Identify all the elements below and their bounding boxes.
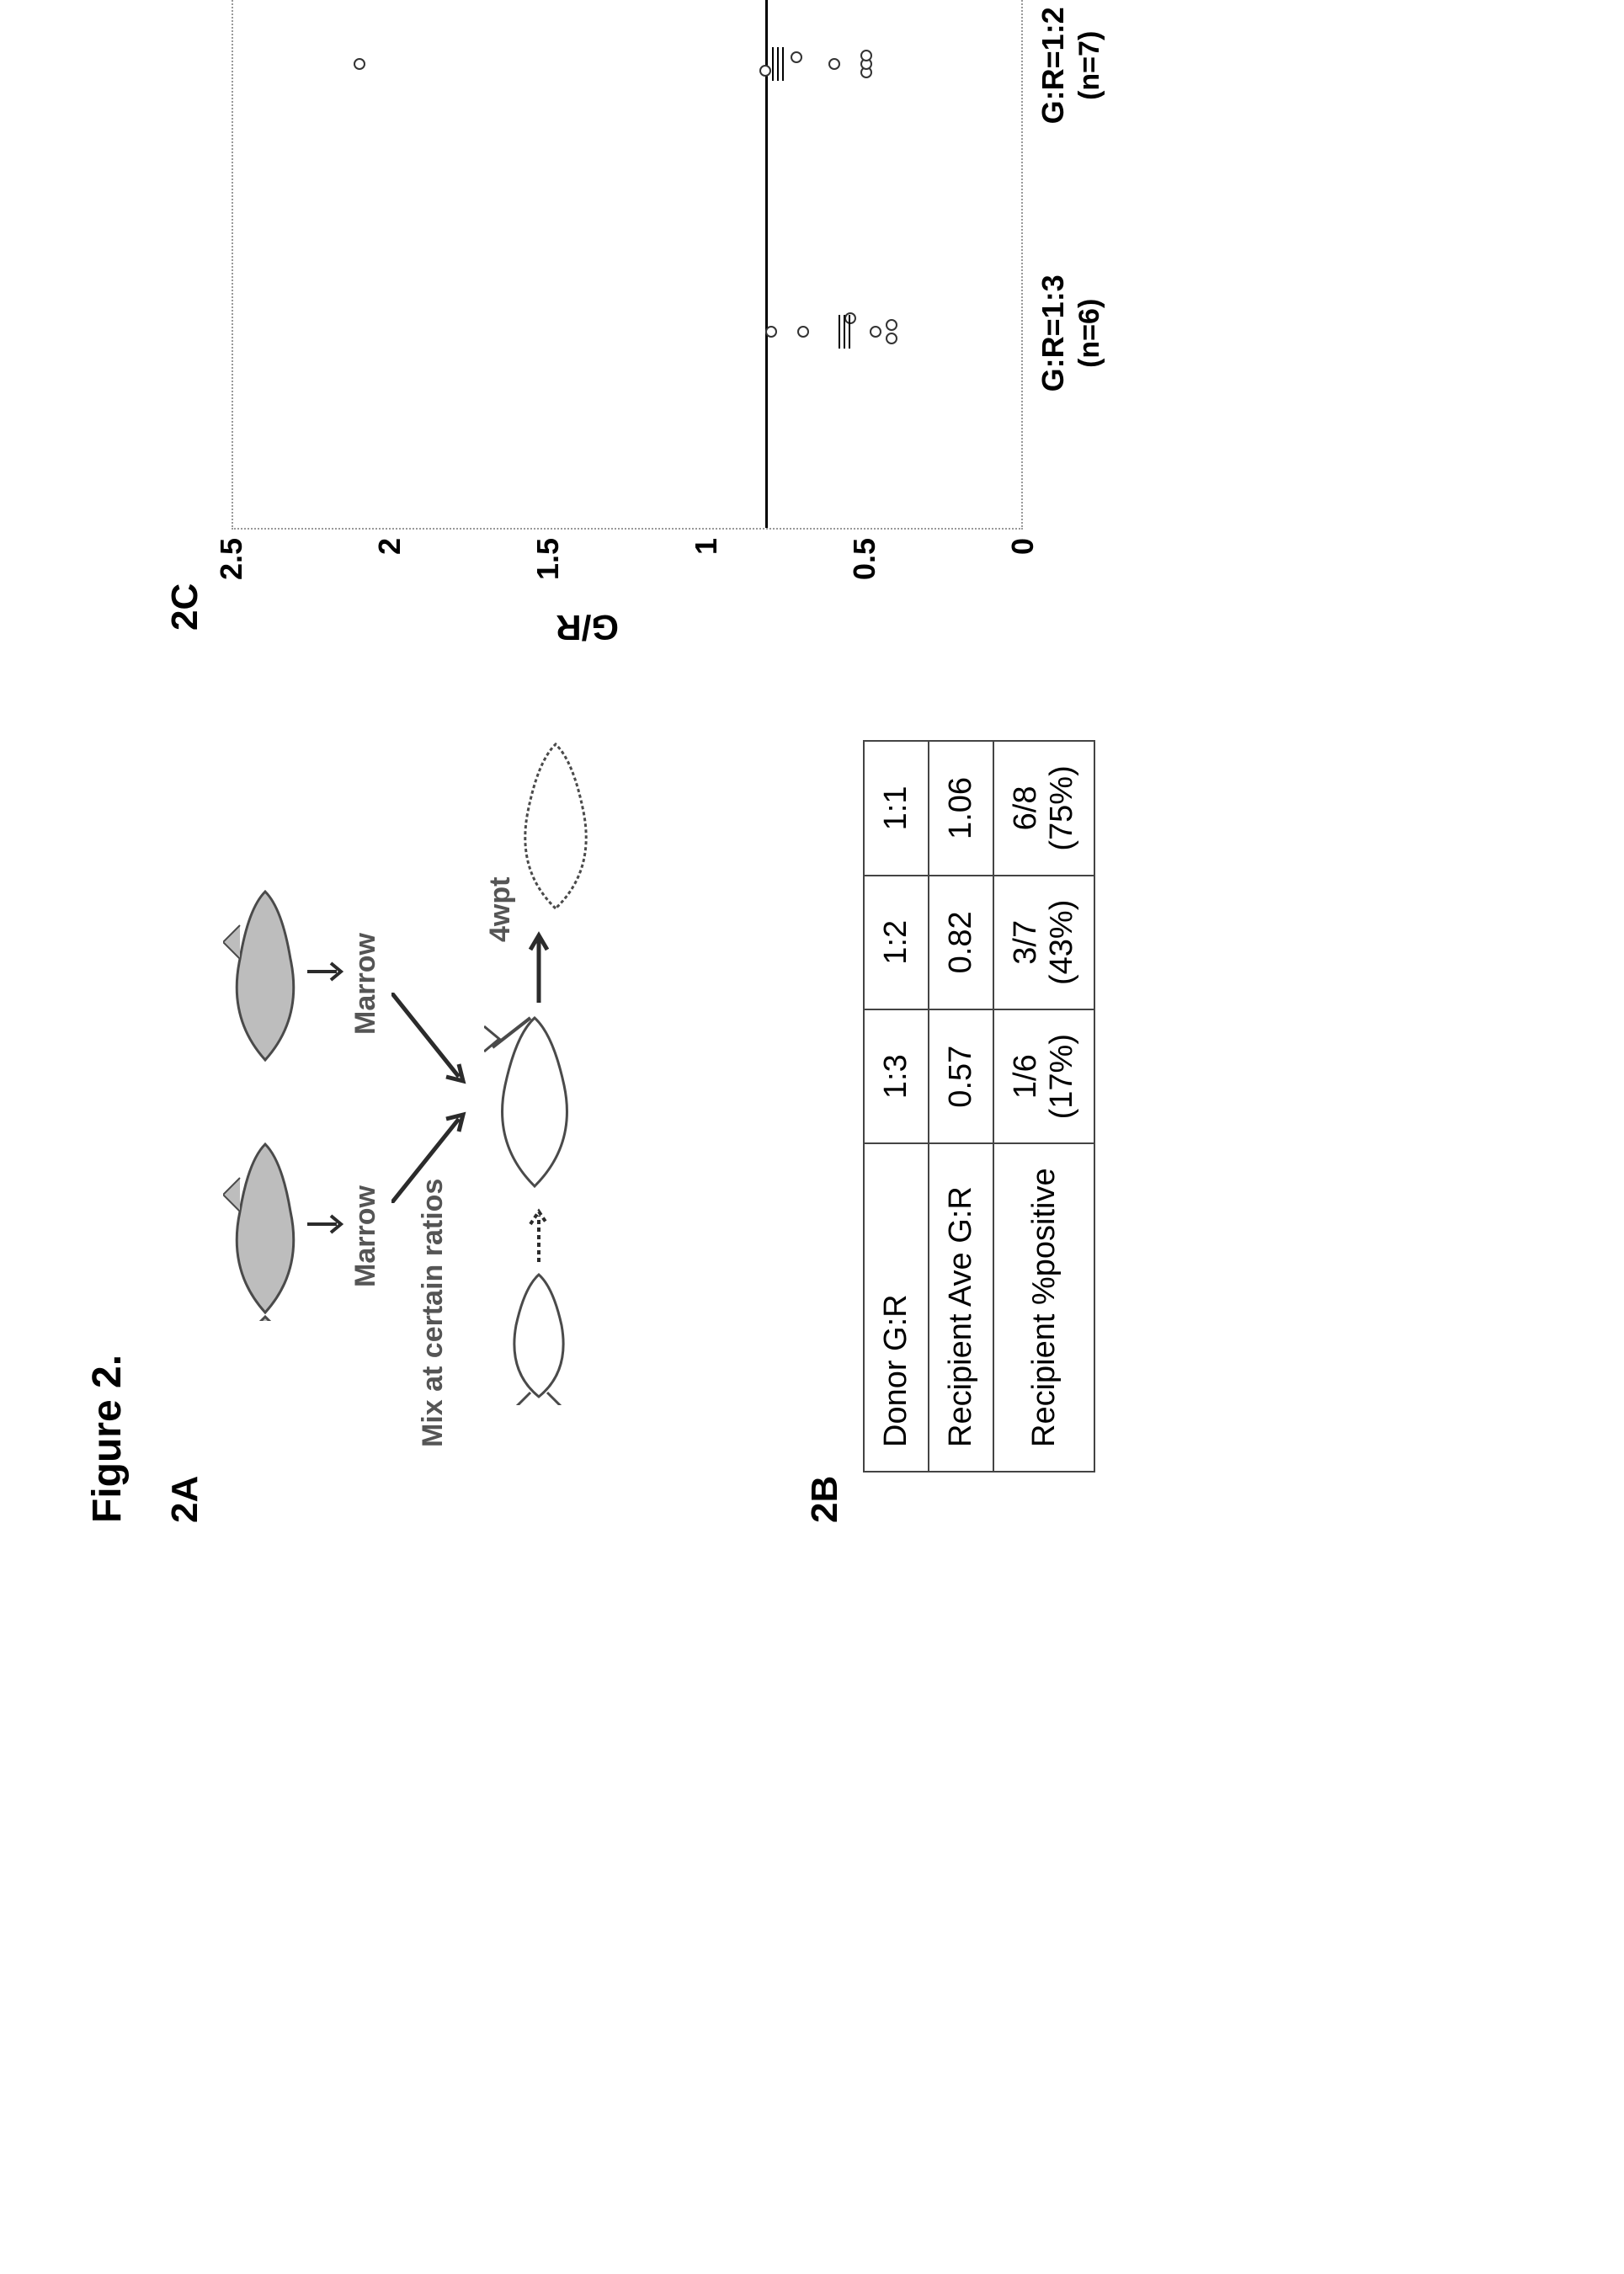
data-point <box>765 326 777 338</box>
y-tick-label: 1 <box>689 538 724 580</box>
arrow-icon <box>391 993 480 1094</box>
fish-icon <box>223 883 307 1068</box>
data-point <box>797 326 809 338</box>
y-tick-label: 0.5 <box>847 538 882 580</box>
data-point <box>844 312 856 324</box>
row-header: Donor G:R <box>864 1143 929 1472</box>
plot-area <box>232 0 1023 530</box>
fish-icon <box>501 1270 577 1405</box>
panel-2a-label: 2A <box>164 681 206 1523</box>
threshold-line <box>765 0 768 528</box>
data-point <box>886 333 897 344</box>
y-tick-label: 0 <box>1005 538 1041 580</box>
data-point <box>886 319 897 331</box>
row-header: Recipient %positive <box>993 1143 1094 1472</box>
marrow-label: Marrow <box>349 933 382 1035</box>
y-tick-label: 2 <box>372 538 407 580</box>
arrow-icon <box>526 1203 556 1262</box>
marrow-label: Marrow <box>349 1185 382 1287</box>
table-cell: 6/8 (75%) <box>993 741 1094 875</box>
row-header: Recipient Ave G:R <box>929 1143 993 1472</box>
data-point <box>354 58 365 70</box>
fish-icon <box>223 1136 307 1321</box>
arrow-icon <box>307 959 354 984</box>
panel-2c-label: 2C <box>164 0 206 631</box>
chart-2c: G/R Positive 00.511.522.5G:R=1:3(n=6)G:R… <box>223 0 1149 631</box>
data-point <box>828 58 840 70</box>
table-cell: 1:2 <box>864 876 929 1009</box>
table-row: Recipient %positive 1/6 (17%) 3/7 (43%) … <box>993 741 1094 1472</box>
y-axis-label: G/R <box>556 607 619 647</box>
mix-label: Mix at certain ratios <box>417 1179 450 1447</box>
x-category-label: G:R=1:3(n=6) <box>1036 224 1106 443</box>
table-cell: 0.57 <box>929 1009 993 1143</box>
fish-icon <box>509 740 602 917</box>
data-point <box>791 51 802 63</box>
figure-title: Figure 2. <box>84 0 130 1523</box>
table-cell: 1.06 <box>929 741 993 875</box>
table-2b: Donor G:R 1:3 1:2 1:1 Recipient Ave G:R … <box>863 740 1095 1473</box>
y-tick-label: 2.5 <box>214 538 249 580</box>
table-cell: 3/7 (43%) <box>993 876 1094 1009</box>
table-row: Donor G:R 1:3 1:2 1:1 <box>864 741 929 1472</box>
panel-2b-label: 2B <box>804 681 846 1523</box>
panel-2a: 2A <box>164 681 762 1523</box>
arrow-icon <box>391 1102 480 1203</box>
table-cell: 1:1 <box>864 741 929 875</box>
table-cell: 0.82 <box>929 876 993 1009</box>
table-cell: 1:3 <box>864 1009 929 1143</box>
data-point <box>870 326 881 338</box>
diagram-2a: Marrow Marrow Mix at certain ratios <box>223 715 762 1371</box>
arrow-icon <box>307 1212 354 1237</box>
table-cell: 1/6 (17%) <box>993 1009 1094 1143</box>
data-point <box>860 50 872 61</box>
mean-marker <box>844 315 845 349</box>
fish-icon <box>484 1009 585 1195</box>
panels-row: 2A <box>164 0 1149 1523</box>
x-category-label: G:R=1:2(n=7) <box>1036 0 1106 175</box>
y-tick-label: 1.5 <box>530 538 566 580</box>
arrow-icon <box>526 927 556 1003</box>
panel-2b: 2B Donor G:R 1:3 1:2 1:1 Recipient Ave G… <box>804 681 1095 1523</box>
table-row: Recipient Ave G:R 0.57 0.82 1.06 <box>929 741 993 1472</box>
data-point <box>759 65 771 77</box>
mean-marker <box>777 47 779 81</box>
